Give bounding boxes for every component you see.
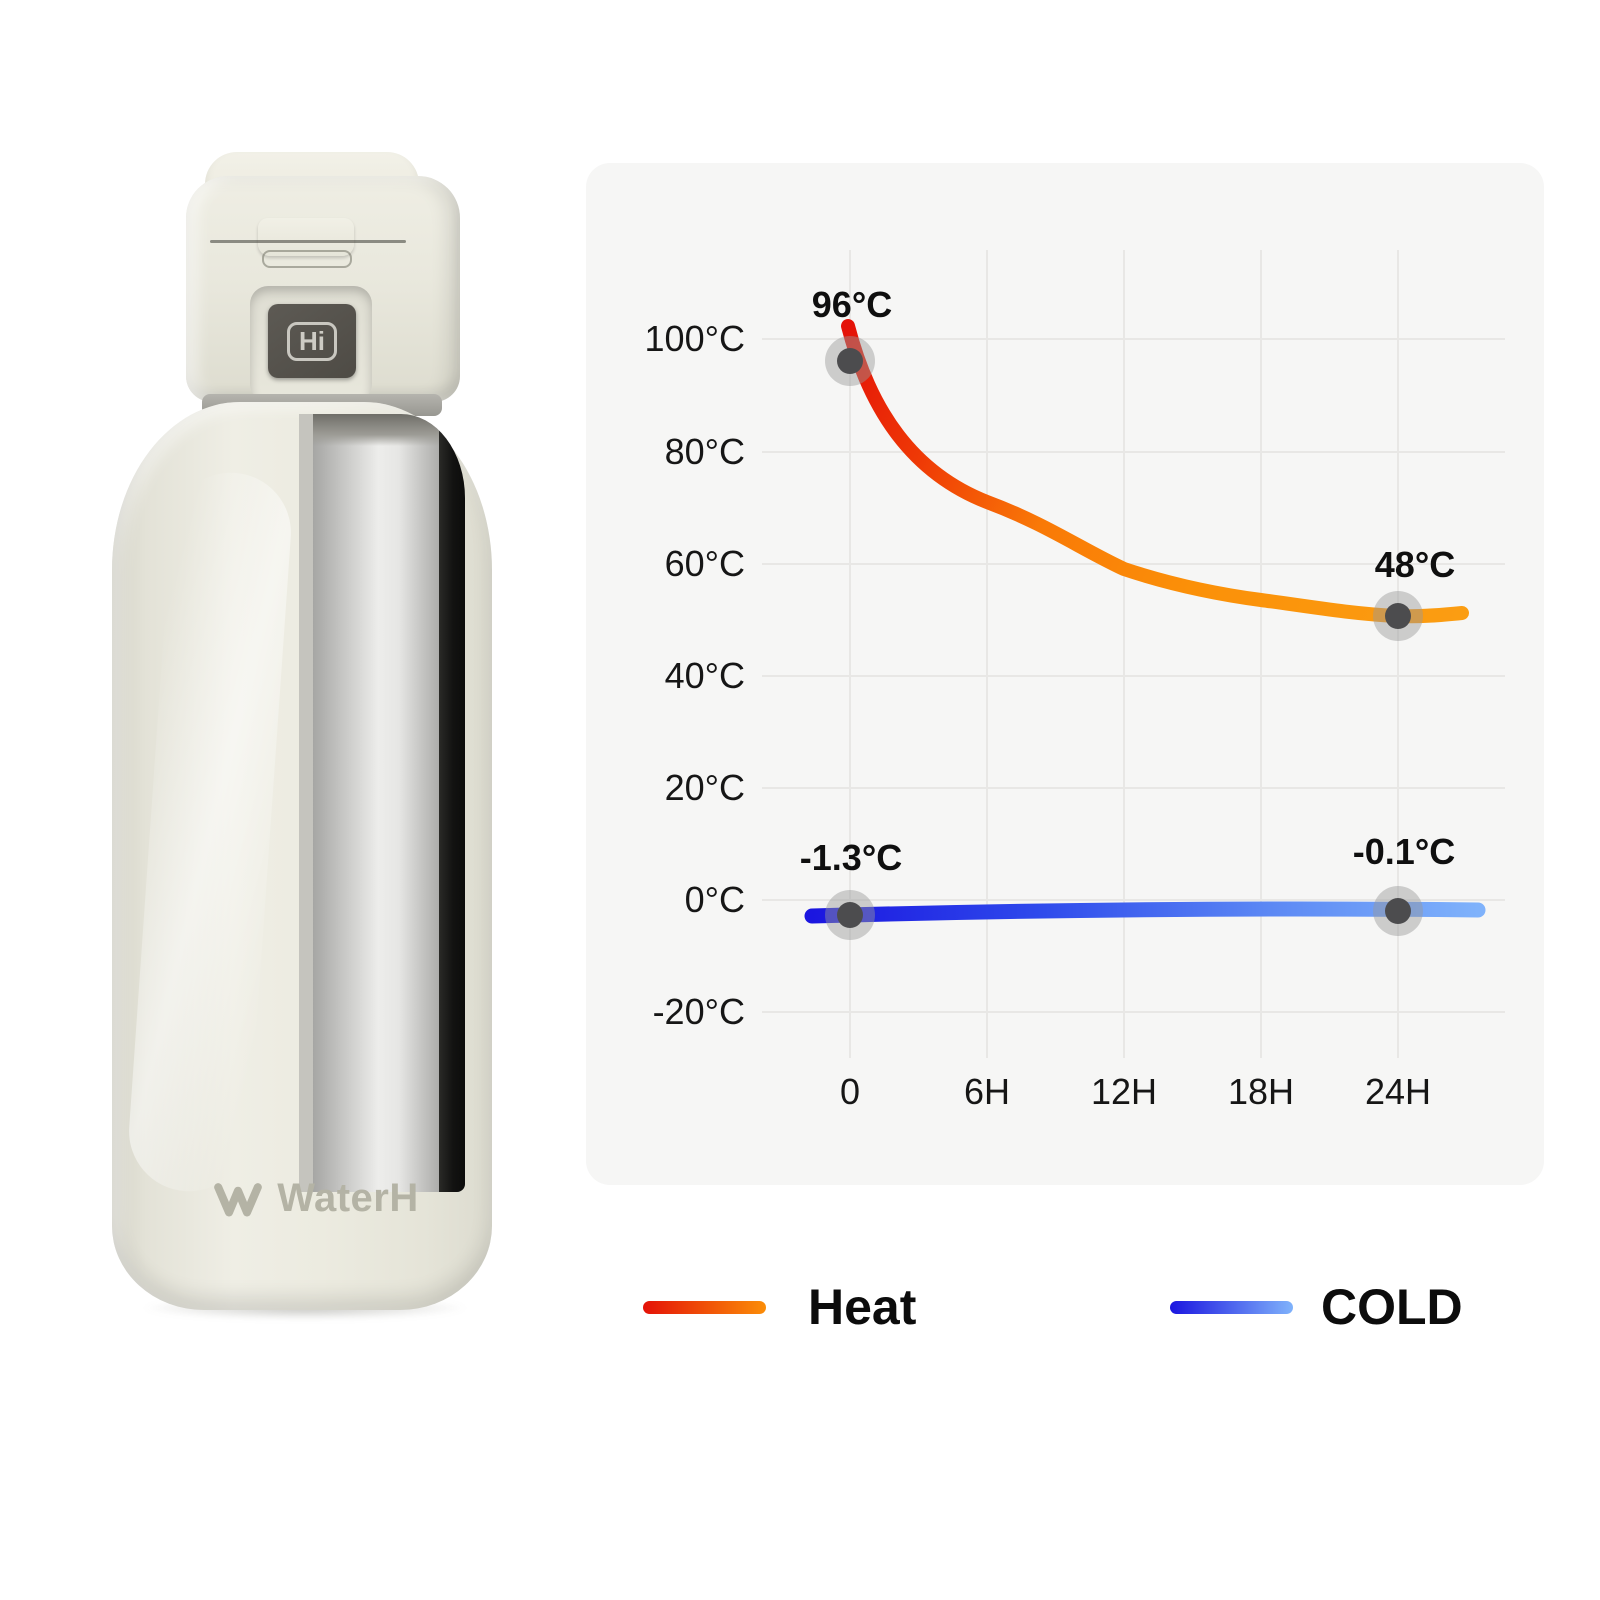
legend-cold-label: COLD <box>1321 1279 1463 1335</box>
x-axis-tick-label: 0 <box>839 1071 861 1112</box>
bottle-latch <box>258 218 354 256</box>
x-axis-tick-label: 24H <box>1364 1071 1432 1112</box>
y-axis-tick-label: 80°C <box>664 431 745 472</box>
waterh-logo: WaterH <box>180 1168 450 1228</box>
y-axis-tick-label: 60°C <box>664 543 745 584</box>
cutaway-face <box>299 414 313 1192</box>
chart-plot <box>762 250 1505 1058</box>
vacuum-wall <box>439 414 465 1192</box>
y-axis-tick-label: 100°C <box>644 318 745 359</box>
cold-end-value-label: -0.1°C <box>1352 831 1456 872</box>
legend-heat-swatch <box>643 1300 766 1314</box>
bottle-lid-seam <box>210 240 406 243</box>
cold-start-marker <box>825 890 875 940</box>
legend-heat-label: Heat <box>808 1279 917 1335</box>
cold-line <box>804 901 1486 924</box>
y-axis-tick-label: 0°C <box>684 879 745 920</box>
x-axis-tick-label: 18H <box>1227 1071 1295 1112</box>
x-axis-tick-label: 6H <box>963 1071 1011 1112</box>
heat-end-marker <box>1373 591 1423 641</box>
y-axis-tick-label: 40°C <box>664 655 745 696</box>
waterh-logo-icon <box>214 1183 263 1217</box>
heat-start-marker <box>825 336 875 386</box>
bottle-latch-outline <box>262 250 352 268</box>
steel-liner <box>313 414 439 1192</box>
x-axis-tick-label: 12H <box>1090 1071 1158 1112</box>
legend-cold-swatch <box>1170 1300 1293 1314</box>
waterh-logo-text: WaterH <box>277 1175 419 1220</box>
bottle-cutaway <box>299 414 465 1192</box>
heat-end-value-label: 48°C <box>1374 544 1456 585</box>
cold-end-marker <box>1373 886 1423 936</box>
heat-start-value-label: 96°C <box>811 284 893 325</box>
chart-panel: 100°C 80°C 60°C 40°C 20°C 0°C -20°C 0 6H… <box>586 163 1544 1185</box>
legend-item-cold: COLD <box>1170 1277 1463 1337</box>
hi-button: Hi <box>268 304 356 378</box>
y-axis-tick-label: 20°C <box>664 767 745 808</box>
hi-button-label: Hi <box>287 321 337 361</box>
legend-item-heat: Heat <box>643 1277 916 1337</box>
y-axis-tick-label: -20°C <box>652 991 745 1032</box>
horizontal-gridlines <box>762 338 1505 1013</box>
vertical-gridlines <box>849 250 1399 1058</box>
cold-start-value-label: -1.3°C <box>799 837 903 878</box>
